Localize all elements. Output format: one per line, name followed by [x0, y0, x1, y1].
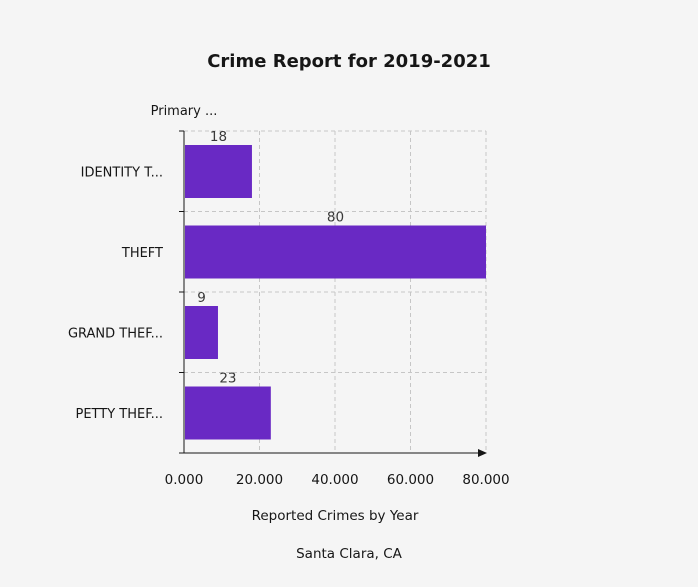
chart-title: Crime Report for 2019-2021 [207, 51, 491, 72]
grid [184, 130, 487, 453]
data-label: 18 [210, 129, 227, 145]
y-tick-label: GRAND THEF... [68, 326, 163, 341]
x-tick-label: 0.000 [165, 472, 204, 488]
y-tick-label: IDENTITY T... [81, 165, 163, 180]
y-axis-title: Primary ... [151, 104, 218, 119]
bars [185, 145, 486, 440]
axes [179, 130, 487, 457]
bar[interactable] [185, 145, 252, 198]
x-tick-label: 20.000 [236, 472, 283, 488]
y-tick-label: PETTY THEF... [76, 407, 164, 422]
x-tick-label: 60.000 [387, 472, 434, 488]
bar[interactable] [185, 306, 218, 359]
x-tick-label: 40.000 [311, 472, 358, 488]
bar[interactable] [185, 225, 486, 279]
x-axis-arrow [478, 449, 487, 457]
x-axis-title: Reported Crimes by Year [252, 508, 419, 524]
x-tick-label: 80.000 [462, 472, 509, 488]
y-tick-label: THEFT [121, 246, 163, 261]
data-label: 9 [197, 290, 206, 306]
labels: 18 IDENTITY T... 80 THEFT 9 GRAND THEF... 23 PE… [68, 129, 510, 488]
data-label: 23 [219, 371, 236, 387]
data-label: 80 [327, 210, 344, 226]
chart-footnote: Santa Clara, CA [296, 546, 403, 562]
bar[interactable] [185, 386, 271, 440]
